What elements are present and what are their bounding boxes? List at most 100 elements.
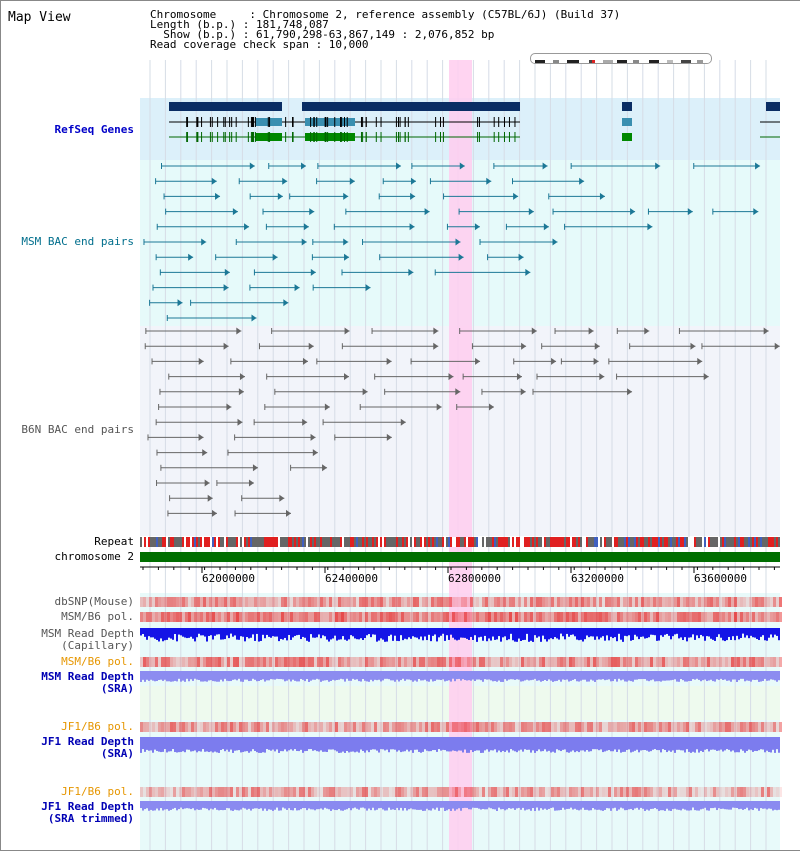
read-depth-bar (260, 628, 262, 641)
polymorphism-heat (467, 787, 470, 797)
jf1-b6-pol-trim-label[interactable]: JF1/B6 pol. (61, 785, 134, 798)
read-depth-bar (502, 737, 504, 751)
polymorphism-heat (182, 597, 185, 607)
polymorphism-heat (491, 657, 494, 667)
read-depth-bar (214, 737, 216, 752)
polymorphism-heat (452, 722, 455, 732)
jf1-read-depth-trimmed-label[interactable]: JF1 Read Depth (SRA trimmed) (41, 801, 134, 825)
read-depth-bar (596, 737, 598, 750)
polymorphism-heat (494, 597, 497, 607)
read-depth-bar (418, 671, 420, 679)
read-depth-bar (628, 671, 630, 681)
polymorphism-heat (287, 657, 290, 667)
read-depth-bar (310, 628, 312, 635)
read-depth-bar (738, 671, 740, 681)
polymorphism-heat (335, 612, 338, 622)
chromosome-ideogram[interactable] (530, 53, 712, 64)
msm-bac-label[interactable]: MSM BAC end pairs (21, 235, 134, 248)
read-depth-bar (328, 737, 330, 750)
read-depth-bar (208, 671, 210, 681)
read-depth-bar (582, 671, 584, 680)
polymorphism-heat (284, 597, 287, 607)
repeat-mark (508, 537, 510, 547)
read-depth-bar (758, 737, 760, 751)
read-depth-bar (168, 801, 170, 811)
polymorphism-heat (536, 722, 539, 732)
msm-read-depth-capillary-label[interactable]: MSM Read Depth (Capillary) (41, 628, 134, 652)
polymorphism-heat (395, 722, 398, 732)
read-depth-bar (452, 628, 454, 638)
polymorphism-heat (353, 657, 356, 667)
msm-b6-pol-sra-label[interactable]: MSM/B6 pol. (61, 655, 134, 668)
read-depth-bar (410, 737, 412, 751)
read-depth-bar (324, 801, 326, 808)
repeat-label[interactable]: Repeat (94, 535, 134, 548)
read-depth-bar (250, 801, 252, 811)
read-depth-bar (256, 671, 258, 682)
repeat-mark (530, 537, 532, 547)
polymorphism-heat (467, 597, 470, 607)
repeat-mark (560, 537, 562, 547)
read-depth-bar (534, 671, 536, 679)
polymorphism-heat (317, 787, 320, 797)
polymorphism-heat (548, 787, 551, 797)
polymorphism-heat (686, 597, 689, 607)
repeat-mark (416, 537, 418, 547)
read-depth-bar (676, 801, 678, 810)
repeat-mark (622, 537, 624, 547)
polymorphism-heat (758, 612, 761, 622)
repeat-mark (662, 537, 664, 547)
read-depth-bar (680, 737, 682, 751)
refseq-genes-label[interactable]: RefSeq Genes (54, 123, 134, 136)
read-depth-bar (720, 628, 722, 638)
read-depth-bar (682, 671, 684, 681)
read-depth-bar (384, 737, 386, 751)
read-depth-bar (730, 628, 732, 640)
read-depth-bar (514, 801, 516, 810)
polymorphism-heat (653, 787, 656, 797)
read-depth-bar (402, 801, 404, 811)
msm-read-depth-sra-label[interactable]: MSM Read Depth (SRA) (41, 671, 134, 695)
read-depth-bar (240, 671, 242, 682)
read-depth-bar (248, 628, 250, 639)
read-depth-bar (324, 737, 326, 752)
read-depth-bar (568, 671, 570, 682)
polymorphism-heat (524, 657, 527, 667)
dbsnp-label[interactable]: dbSNP(Mouse) (54, 595, 134, 608)
polymorphism-heat (545, 787, 548, 797)
repeat-mark (542, 537, 544, 547)
jf1-read-depth-label[interactable]: JF1 Read Depth (SRA) (41, 736, 134, 760)
b6n-bac-label[interactable]: B6N BAC end pairs (21, 423, 134, 436)
msm-b6-pol-label[interactable]: MSM/B6 pol. (61, 610, 134, 623)
polymorphism-heat (308, 722, 311, 732)
read-depth-bar (388, 671, 390, 680)
read-depth-bar (400, 737, 402, 753)
read-depth-bar (492, 801, 494, 810)
polymorphism-heat (533, 787, 536, 797)
repeat-mark (294, 537, 296, 547)
polymorphism-heat (692, 787, 695, 797)
polymorphism-heat (281, 722, 284, 732)
read-depth-bar (488, 737, 490, 752)
read-depth-bar (520, 671, 522, 682)
read-depth-bar (294, 628, 296, 636)
read-depth-bar (294, 671, 296, 681)
read-depth-bar (774, 671, 776, 681)
read-depth-bar (636, 801, 638, 808)
bac-end (690, 342, 696, 350)
polymorphism-heat (722, 612, 725, 622)
polymorphism-heat (506, 657, 509, 667)
repeat-mark (302, 537, 304, 547)
read-depth-bar (776, 671, 778, 682)
repeat-mark (390, 537, 392, 547)
jf1-b6-pol-label[interactable]: JF1/B6 pol. (61, 720, 134, 733)
repeat-mark (650, 537, 652, 547)
read-depth-bar (446, 737, 448, 752)
polymorphism-heat (236, 657, 239, 667)
read-depth-bar (594, 737, 596, 750)
polymorphism-heat (638, 787, 641, 797)
read-depth-bar (558, 737, 560, 751)
read-depth-bar (670, 628, 672, 640)
read-depth-bar (188, 671, 190, 682)
